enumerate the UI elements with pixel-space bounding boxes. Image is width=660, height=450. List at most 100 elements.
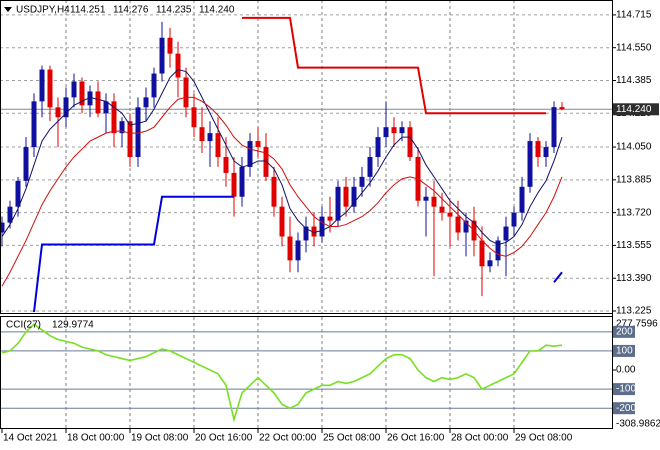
menu-triangle[interactable] [4, 7, 12, 12]
plot-layer [0, 0, 612, 429]
cci-value: 129.9774 [52, 320, 94, 331]
cci-name: CCI(27) [6, 320, 41, 331]
y-tick-label: 113.390 [616, 273, 652, 284]
badge-box [613, 103, 659, 116]
level-badge [613, 344, 635, 357]
candle-body [223, 156, 229, 173]
candle-body [375, 137, 381, 157]
candle-body [479, 240, 485, 267]
candle-body [175, 53, 181, 78]
candle-body [247, 141, 253, 167]
candle-body [279, 206, 285, 237]
candle-body [71, 81, 77, 98]
candle-body [431, 196, 437, 207]
candle-body [39, 69, 45, 102]
candle-body [231, 172, 237, 197]
candle-body [127, 121, 133, 157]
candle-body [143, 97, 149, 108]
y-range-min: -308.9862 [616, 419, 660, 430]
series-line [1, 96, 563, 287]
candle-body [519, 186, 525, 213]
candle-body [47, 69, 53, 108]
y-tick-label: 114.550 [616, 42, 652, 53]
candle-body [463, 220, 469, 233]
y-tick-label: 114.715 [616, 10, 652, 21]
candle-body [495, 240, 501, 261]
candle-body [183, 77, 189, 108]
y-tick-label: 114.050 [616, 142, 652, 153]
series-line [1, 323, 563, 423]
candle-body [511, 212, 517, 227]
series-line [33, 195, 234, 313]
candle-body [559, 107, 565, 110]
x-tick-label: 14 Oct 2021 [3, 433, 58, 444]
x-tick-label: 22 Oct 00:00 [259, 433, 317, 444]
candle-body [55, 107, 61, 118]
candle-body [7, 206, 13, 223]
candle-body [287, 236, 293, 261]
ohlc-open: 114.251 [70, 5, 106, 16]
y-tick-label: 113.555 [616, 240, 652, 251]
y-tick-label: 114.385 [616, 75, 652, 86]
candle-body [239, 166, 245, 197]
candle-body [327, 216, 333, 221]
candle-body [455, 216, 461, 233]
candle-body [151, 73, 157, 98]
y-tick-label: -200 [616, 403, 636, 414]
series-line [242, 16, 546, 115]
candle-body [439, 206, 445, 213]
y-tick-label: 100 [616, 346, 633, 357]
candle-body [31, 101, 37, 148]
candle-body [191, 107, 197, 128]
candle-body [63, 97, 69, 118]
candle-body [199, 127, 205, 142]
last-price-badge: 114.240 [613, 103, 659, 116]
candle-body [351, 186, 357, 207]
candle-body [263, 147, 269, 177]
candle-body [359, 176, 365, 187]
candle-body [303, 226, 309, 241]
candle-body [295, 240, 301, 261]
candle-body [535, 141, 541, 157]
candle-body [0, 222, 5, 233]
candle-body [255, 141, 261, 148]
y-tick-label: 113.225 [616, 306, 652, 317]
candle-body [311, 226, 317, 237]
candle-body [343, 186, 349, 207]
y-tick-label: 200 [616, 326, 633, 337]
candle-body [103, 101, 109, 114]
level-badge [613, 383, 635, 396]
y-tick-label: 0.00 [616, 365, 636, 376]
badge-label: 114.240 [616, 104, 652, 115]
candle-body [95, 91, 101, 114]
ohlc-low: 114.235 [156, 5, 192, 16]
candle-body [543, 147, 549, 157]
x-tick-label: 28 Oct 00:00 [451, 433, 509, 444]
x-tick-label: 18 Oct 00:00 [67, 433, 125, 444]
ohlc-close: 114.240 [199, 5, 235, 16]
candle-body [271, 176, 277, 207]
candle-body [335, 186, 341, 221]
candle-body [23, 147, 29, 181]
candle-body [367, 156, 373, 177]
y-tick-label: 113.885 [616, 174, 652, 185]
candle-body [399, 127, 405, 134]
candle-body [407, 127, 413, 157]
x-tick-label: 26 Oct 16:00 [387, 433, 445, 444]
candle-body [215, 133, 221, 157]
candle-body [79, 81, 85, 106]
candle-body [207, 133, 213, 142]
candle-body [111, 101, 117, 134]
y-tick-label: -100 [616, 384, 636, 395]
candle-body [527, 141, 533, 187]
candle-body [487, 260, 493, 267]
candle-body [391, 127, 397, 134]
candle-body [87, 91, 93, 106]
y-range-max: 277.7596 [616, 319, 658, 330]
candle-body [135, 107, 141, 157]
candle-body [551, 107, 557, 148]
x-tick-label: 19 Oct 08:00 [131, 433, 189, 444]
